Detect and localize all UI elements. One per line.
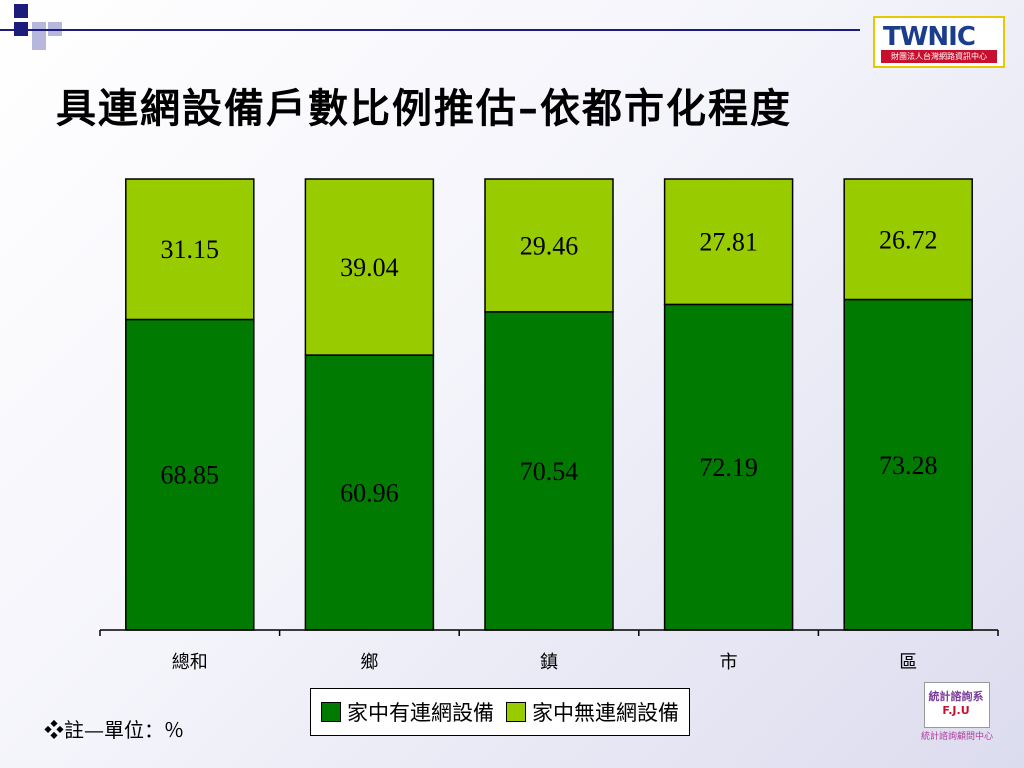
legend-label-connected: 家中有連網設備: [347, 701, 494, 725]
data-label-connected-2: 60.96: [340, 479, 399, 508]
x-tick-label-5: 區: [899, 652, 917, 673]
fju-logo-box: [924, 682, 990, 728]
bar-connected-5: [843, 298, 973, 631]
fju-logo-caption: 統計諮詢顧問中心: [920, 732, 993, 742]
legend-item-unconnected: 家中無連網設備: [506, 697, 679, 727]
data-label-connected-5: 73.28: [879, 451, 938, 480]
data-label-unconnected-1: 31.15: [161, 235, 220, 264]
unit-note: ❖註—單位：％: [44, 718, 184, 742]
bar-unconnected-4: [663, 178, 794, 306]
x-tick-label-1: 總和: [172, 652, 208, 673]
bar-connected-1: [125, 318, 255, 631]
labels-group: 68.85 31.15 總和 60.96 39.04 鄉 70.54 29.46 鎮 72.19 2…: [161, 225, 938, 673]
fju-logo: 統計諮詢系 F.J.U 統計諮詢顧問中心: [918, 682, 994, 742]
bar-unconnected-2: [304, 178, 435, 356]
data-label-unconnected-5: 26.72: [879, 225, 938, 254]
page-title: 具連網設備戶數比例推估–依都市化程度: [56, 85, 792, 132]
legend-swatch-connected: [321, 702, 341, 722]
x-axis: [99, 629, 999, 636]
legend-item-connected: 家中有連網設備: [321, 697, 494, 727]
bars-group: [125, 178, 973, 631]
fju-logo-line2: F.J.U: [942, 704, 970, 717]
twnic-logo: TWNIC 財團法人台灣網路資訊中心: [873, 16, 1005, 68]
x-tick-label-4: 市: [720, 652, 738, 673]
x-tick-label-3: 鎮: [540, 652, 558, 673]
legend-label-unconnected: 家中無連網設備: [532, 701, 679, 725]
bar-connected-3: [484, 311, 614, 631]
bar-unconnected-3: [484, 178, 614, 313]
fju-logo-line1: 統計諮詢系: [928, 690, 984, 703]
legend-swatch-unconnected: [506, 702, 526, 722]
bar-connected-2: [304, 354, 435, 631]
header-rule: [0, 29, 860, 31]
data-label-connected-4: 72.19: [699, 453, 758, 482]
data-label-unconnected-2: 39.04: [340, 253, 399, 282]
bar-unconnected-1: [125, 178, 255, 321]
data-label-connected-3: 70.54: [520, 457, 579, 486]
data-label-unconnected-4: 27.81: [699, 228, 758, 257]
twnic-logo-subtitle: 財團法人台灣網路資訊中心: [881, 50, 997, 63]
x-tick-label-2: 鄉: [360, 652, 378, 673]
twnic-logo-word: TWNIC: [883, 22, 976, 52]
data-label-unconnected-3: 29.46: [520, 231, 579, 260]
bar-connected-4: [663, 303, 794, 631]
data-label-connected-1: 68.85: [161, 461, 220, 490]
bar-unconnected-5: [843, 178, 973, 301]
chart-legend: 家中有連網設備 家中無連網設備: [310, 688, 690, 736]
